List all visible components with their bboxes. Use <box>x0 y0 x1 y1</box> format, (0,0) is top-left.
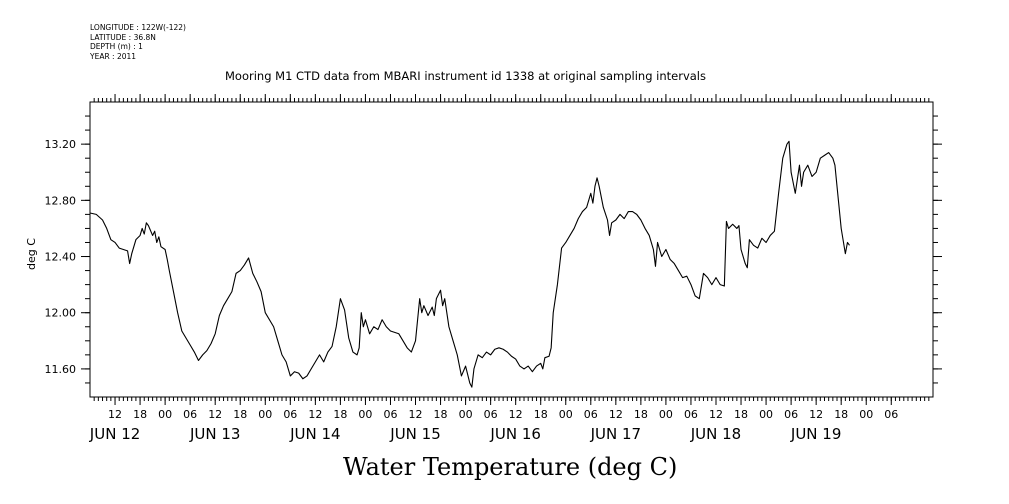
x-tick-label: 18 <box>233 408 247 421</box>
x-tick-label: 12 <box>108 408 122 421</box>
x-axis: 12 18 00 06 12 18 00 06 12 18 00 06 12 18 00 06 12 18 00 06… <box>89 94 930 443</box>
x-tick-label: 06 <box>183 408 197 421</box>
longitude-label: LONGITUDE : 122W(-122) <box>90 23 186 32</box>
x-tick-label: 00 <box>759 408 773 421</box>
x-tick-label: 06 <box>383 408 397 421</box>
x-day-label: JUN 17 <box>590 425 641 443</box>
x-tick-label: 12 <box>308 408 322 421</box>
x-day-label: JUN 14 <box>289 425 340 443</box>
x-tick-label: 06 <box>484 408 498 421</box>
x-tick-label: 18 <box>434 408 448 421</box>
y-axis-label: deg C <box>25 238 38 270</box>
x-tick-label: 12 <box>509 408 523 421</box>
latitude-label: LATITUDE : 36.8N <box>90 32 156 42</box>
x-day-label: JUN 16 <box>489 425 540 443</box>
x-tick-label: 00 <box>559 408 573 421</box>
x-tick-label: 00 <box>358 408 372 421</box>
y-tick-label: 11.60 <box>45 363 77 376</box>
x-tick-label: 00 <box>258 408 272 421</box>
plot-frame <box>89 101 934 398</box>
x-tick-label: 12 <box>609 408 623 421</box>
x-day-label: JUN 19 <box>790 425 841 443</box>
x-tick-label: 18 <box>634 408 648 421</box>
x-tick-label: 00 <box>158 408 172 421</box>
x-tick-label: 18 <box>333 408 347 421</box>
x-tick-label: 18 <box>534 408 548 421</box>
y-tick-label: 12.40 <box>45 251 77 264</box>
year-label: YEAR : 2011 <box>90 51 137 61</box>
y-tick-label: 12.00 <box>45 307 77 320</box>
water-temperature-line <box>89 140 850 388</box>
y-tick-label: 13.20 <box>45 138 77 151</box>
x-tick-label: 06 <box>283 408 297 421</box>
depth-label: DEPTH (m) : 1 <box>90 42 143 51</box>
x-day-label: JUN 18 <box>690 425 741 443</box>
metadata-block: LONGITUDE : 122W(-122) LATITUDE : 36.8N … <box>90 23 186 61</box>
x-tick-label: 12 <box>709 408 723 421</box>
x-tick-label: 18 <box>834 408 848 421</box>
x-tick-label: 00 <box>459 408 473 421</box>
x-tick-label: 06 <box>884 408 898 421</box>
x-tick-label: 18 <box>133 408 147 421</box>
y-axis: 11.60 12.00 12.40 12.80 13.20 <box>45 115 942 384</box>
x-day-label: JUN 15 <box>389 425 440 443</box>
x-tick-label: 12 <box>409 408 423 421</box>
y-tick-label: 12.80 <box>45 194 77 207</box>
x-tick-label: 12 <box>208 408 222 421</box>
x-tick-label: 18 <box>734 408 748 421</box>
x-day-label: JUN 13 <box>189 425 240 443</box>
x-tick-label: 06 <box>784 408 798 421</box>
x-axis-label: Water Temperature (deg C) <box>343 453 678 481</box>
x-tick-label: 00 <box>659 408 673 421</box>
chart-title: Mooring M1 CTD data from MBARI instrumen… <box>225 69 706 83</box>
x-tick-label: 00 <box>859 408 873 421</box>
series-group <box>89 140 850 388</box>
x-day-label: JUN 12 <box>89 425 140 443</box>
x-tick-label: 06 <box>684 408 698 421</box>
x-tick-label: 12 <box>809 408 823 421</box>
x-tick-label: 06 <box>584 408 598 421</box>
